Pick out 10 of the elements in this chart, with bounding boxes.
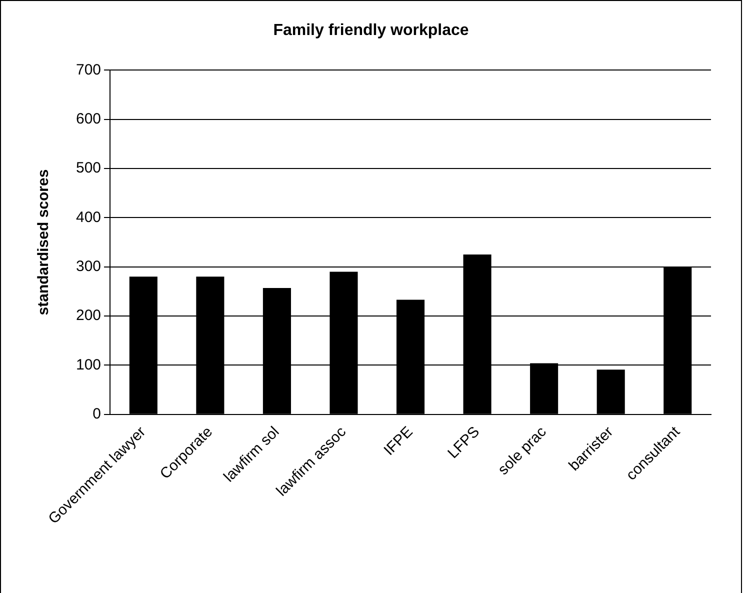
y-tick-label: 200 (76, 307, 102, 324)
chart-title: Family friendly workplace (273, 22, 469, 40)
y-tick-label: 300 (76, 258, 102, 275)
y-axis-title: standardised scores (35, 169, 52, 316)
y-tick-label: 700 (76, 61, 102, 78)
y-tick-label: 100 (76, 356, 102, 374)
y-tick-label: 600 (76, 110, 102, 128)
y-tick-label: 500 (76, 160, 102, 177)
y-tick-label: 400 (76, 208, 102, 226)
y-tick-label: 0 (92, 405, 102, 422)
